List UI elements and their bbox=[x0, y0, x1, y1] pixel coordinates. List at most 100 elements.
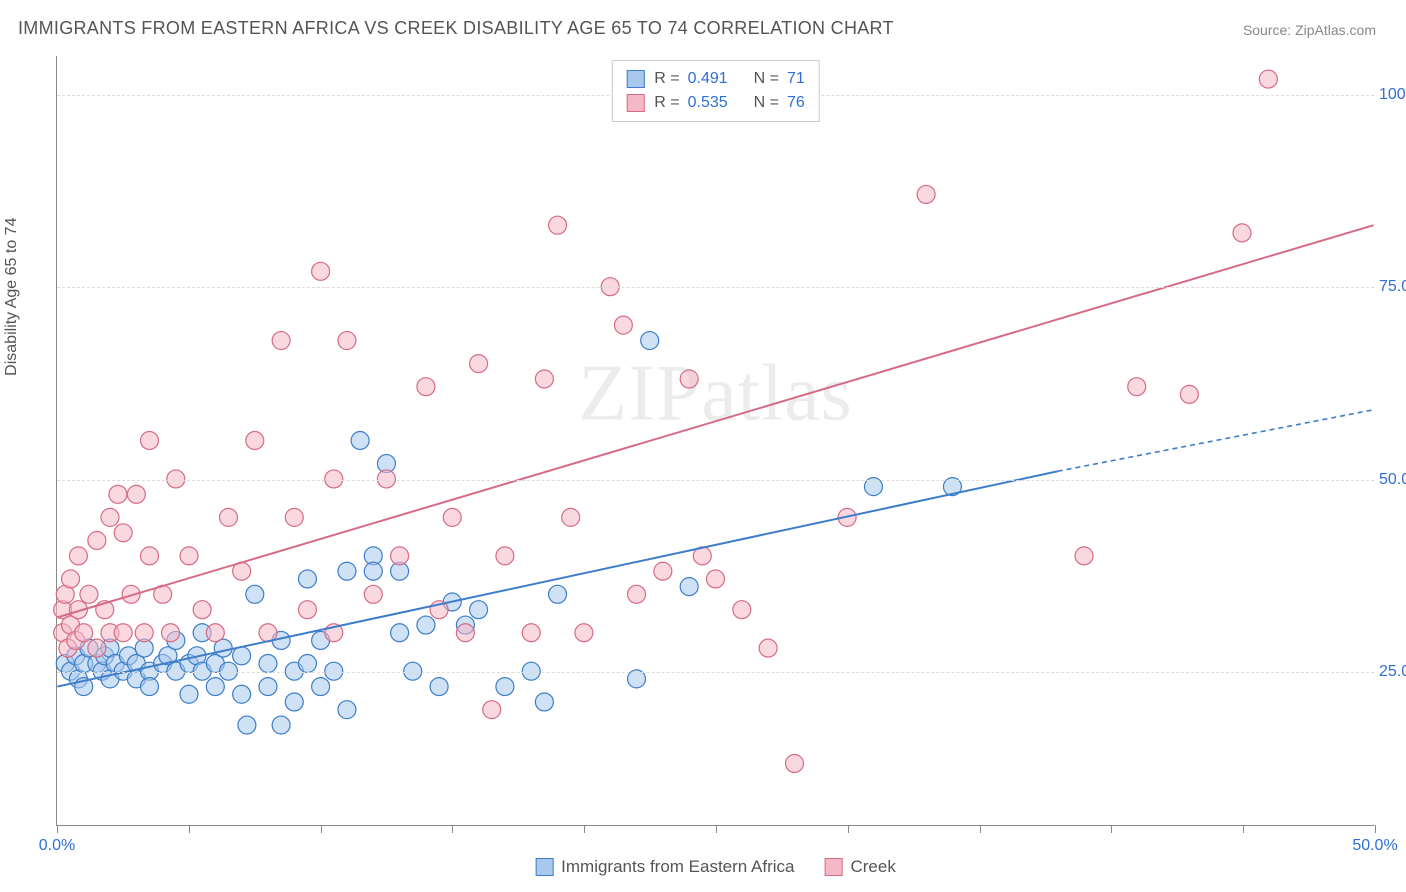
trend-line-dashed-series-0 bbox=[1058, 410, 1374, 472]
y-tick-label: 75.0% bbox=[1379, 278, 1406, 296]
scatter-point-series-0 bbox=[259, 655, 277, 673]
scatter-point-series-1 bbox=[470, 355, 488, 373]
scatter-point-series-0 bbox=[233, 647, 251, 665]
scatter-point-series-0 bbox=[233, 685, 251, 703]
legend-item-0: Immigrants from Eastern Africa bbox=[535, 857, 794, 877]
x-tick bbox=[321, 825, 322, 833]
scatter-point-series-1 bbox=[1259, 70, 1277, 88]
scatter-point-series-1 bbox=[62, 570, 80, 588]
scatter-point-series-0 bbox=[298, 655, 316, 673]
scatter-point-series-1 bbox=[312, 262, 330, 280]
scatter-point-series-1 bbox=[75, 624, 93, 642]
scatter-point-series-0 bbox=[259, 678, 277, 696]
scatter-point-series-0 bbox=[430, 678, 448, 696]
series-legend: Immigrants from Eastern Africa Creek bbox=[515, 857, 916, 877]
scatter-point-series-1 bbox=[759, 639, 777, 657]
x-tick bbox=[452, 825, 453, 833]
scatter-point-series-0 bbox=[206, 678, 224, 696]
scatter-point-series-1 bbox=[101, 508, 119, 526]
scatter-point-series-1 bbox=[628, 585, 646, 603]
y-axis-label: Disability Age 65 to 74 bbox=[3, 218, 21, 376]
scatter-point-series-1 bbox=[69, 547, 87, 565]
scatter-point-series-1 bbox=[483, 701, 501, 719]
scatter-point-series-1 bbox=[614, 316, 632, 334]
scatter-point-series-1 bbox=[114, 524, 132, 542]
trend-line-series-0 bbox=[57, 471, 1057, 686]
legend-row-series-0: R = 0.491 N = 71 bbox=[626, 67, 804, 91]
gridline-h bbox=[57, 672, 1374, 673]
scatter-point-series-1 bbox=[298, 601, 316, 619]
scatter-point-series-1 bbox=[219, 508, 237, 526]
scatter-point-series-0 bbox=[641, 332, 659, 350]
scatter-point-series-0 bbox=[141, 678, 159, 696]
scatter-point-series-1 bbox=[206, 624, 224, 642]
y-tick-label: 25.0% bbox=[1379, 663, 1406, 681]
x-tick bbox=[1243, 825, 1244, 833]
legend-swatch-bottom-1 bbox=[824, 858, 842, 876]
scatter-point-series-1 bbox=[135, 624, 153, 642]
scatter-point-series-0 bbox=[338, 562, 356, 580]
scatter-point-series-1 bbox=[272, 332, 290, 350]
scatter-point-series-1 bbox=[88, 639, 106, 657]
scatter-point-series-1 bbox=[1233, 224, 1251, 242]
x-tick-label: 0.0% bbox=[39, 837, 75, 855]
r-label: R = bbox=[654, 91, 679, 115]
legend-row-series-1: R = 0.535 N = 76 bbox=[626, 91, 804, 115]
plot-area: ZIPatlas R = 0.491 N = 71 R = 0.535 N = … bbox=[56, 56, 1374, 826]
y-tick-label: 100.0% bbox=[1379, 86, 1406, 104]
n-label: N = bbox=[754, 67, 779, 91]
x-tick bbox=[584, 825, 585, 833]
scatter-point-series-1 bbox=[917, 185, 935, 203]
scatter-point-series-1 bbox=[562, 508, 580, 526]
scatter-point-series-1 bbox=[575, 624, 593, 642]
scatter-point-series-0 bbox=[364, 562, 382, 580]
scatter-point-series-1 bbox=[246, 432, 264, 450]
scatter-point-series-1 bbox=[654, 562, 672, 580]
scatter-point-series-0 bbox=[549, 585, 567, 603]
x-tick bbox=[980, 825, 981, 833]
legend-swatch-0 bbox=[626, 70, 644, 88]
scatter-point-series-1 bbox=[88, 531, 106, 549]
scatter-point-series-0 bbox=[535, 693, 553, 711]
x-tick bbox=[57, 825, 58, 833]
scatter-point-series-1 bbox=[549, 216, 567, 234]
scatter-point-series-1 bbox=[496, 547, 514, 565]
n-label: N = bbox=[754, 91, 779, 115]
scatter-point-series-0 bbox=[298, 570, 316, 588]
n-value-1: 76 bbox=[787, 91, 805, 115]
scatter-point-series-0 bbox=[391, 624, 409, 642]
scatter-point-series-1 bbox=[391, 547, 409, 565]
scatter-point-series-0 bbox=[312, 678, 330, 696]
scatter-point-series-0 bbox=[680, 578, 698, 596]
scatter-point-series-1 bbox=[109, 485, 127, 503]
scatter-point-series-1 bbox=[1128, 378, 1146, 396]
scatter-point-series-0 bbox=[246, 585, 264, 603]
scatter-point-series-1 bbox=[733, 601, 751, 619]
legend-swatch-bottom-0 bbox=[535, 858, 553, 876]
source-value: ZipAtlas.com bbox=[1295, 22, 1376, 38]
scatter-point-series-1 bbox=[535, 370, 553, 388]
scatter-point-series-1 bbox=[180, 547, 198, 565]
scatter-point-series-1 bbox=[1075, 547, 1093, 565]
scatter-point-series-1 bbox=[364, 585, 382, 603]
scatter-svg bbox=[57, 56, 1374, 825]
y-tick-label: 50.0% bbox=[1379, 471, 1406, 489]
scatter-point-series-1 bbox=[141, 547, 159, 565]
legend-item-1: Creek bbox=[824, 857, 895, 877]
r-label: R = bbox=[654, 67, 679, 91]
scatter-point-series-1 bbox=[1180, 385, 1198, 403]
scatter-point-series-1 bbox=[522, 624, 540, 642]
scatter-point-series-1 bbox=[80, 585, 98, 603]
scatter-point-series-0 bbox=[496, 678, 514, 696]
scatter-point-series-1 bbox=[127, 485, 145, 503]
correlation-legend: R = 0.491 N = 71 R = 0.535 N = 76 bbox=[611, 60, 819, 122]
x-tick bbox=[716, 825, 717, 833]
x-tick bbox=[1111, 825, 1112, 833]
chart-title: IMMIGRANTS FROM EASTERN AFRICA VS CREEK … bbox=[18, 18, 894, 39]
legend-label-0: Immigrants from Eastern Africa bbox=[561, 857, 794, 877]
x-tick bbox=[189, 825, 190, 833]
source-attribution: Source: ZipAtlas.com bbox=[1243, 22, 1376, 38]
trend-line-series-1 bbox=[57, 225, 1373, 617]
scatter-point-series-1 bbox=[193, 601, 211, 619]
scatter-point-series-0 bbox=[351, 432, 369, 450]
